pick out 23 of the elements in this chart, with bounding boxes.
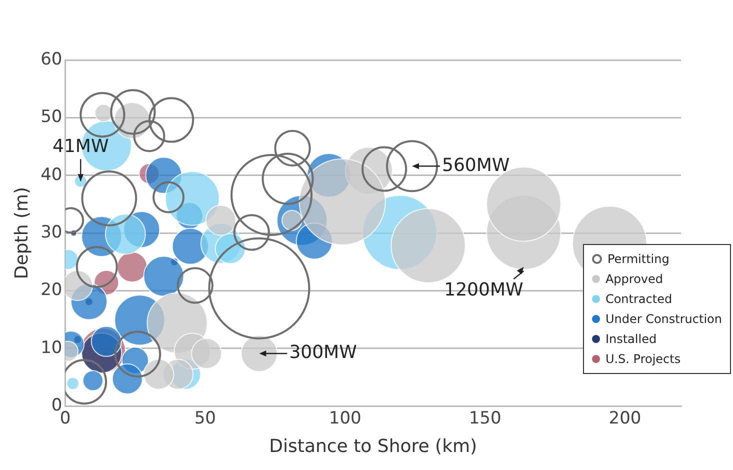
legend-label: Under Construction bbox=[605, 311, 722, 328]
x-axis-title: Distance to Shore (km) bbox=[269, 436, 478, 457]
annotation: 41MW bbox=[52, 136, 109, 157]
x-tick-label: 200 bbox=[608, 408, 642, 429]
annotation: 560MW bbox=[442, 154, 510, 176]
legend-label: Contracted bbox=[605, 291, 672, 308]
annotation: 300MW bbox=[289, 342, 358, 364]
legend-label: Installed bbox=[605, 331, 657, 348]
y-tick-label: 30 bbox=[40, 222, 62, 242]
y-tick-label: 0 bbox=[51, 395, 62, 416]
annotation: 1200MW bbox=[444, 280, 524, 301]
legend-label: Permitting bbox=[607, 251, 670, 268]
legend-label: U.S. Projects bbox=[605, 351, 681, 368]
y-axis-title: Depth (m) bbox=[11, 186, 32, 280]
y-tick-label: 50 bbox=[40, 107, 62, 128]
x-tick-label: 100 bbox=[328, 408, 362, 429]
x-tick-label: 150 bbox=[468, 408, 502, 429]
y-tick-label: 60 bbox=[40, 49, 62, 70]
y-tick-label: 20 bbox=[40, 280, 62, 300]
x-tick-label: 50 bbox=[194, 408, 216, 429]
legend-label: Approved bbox=[605, 271, 664, 288]
y-tick-label: 10 bbox=[40, 338, 62, 358]
y-tick-label: 40 bbox=[40, 164, 62, 185]
